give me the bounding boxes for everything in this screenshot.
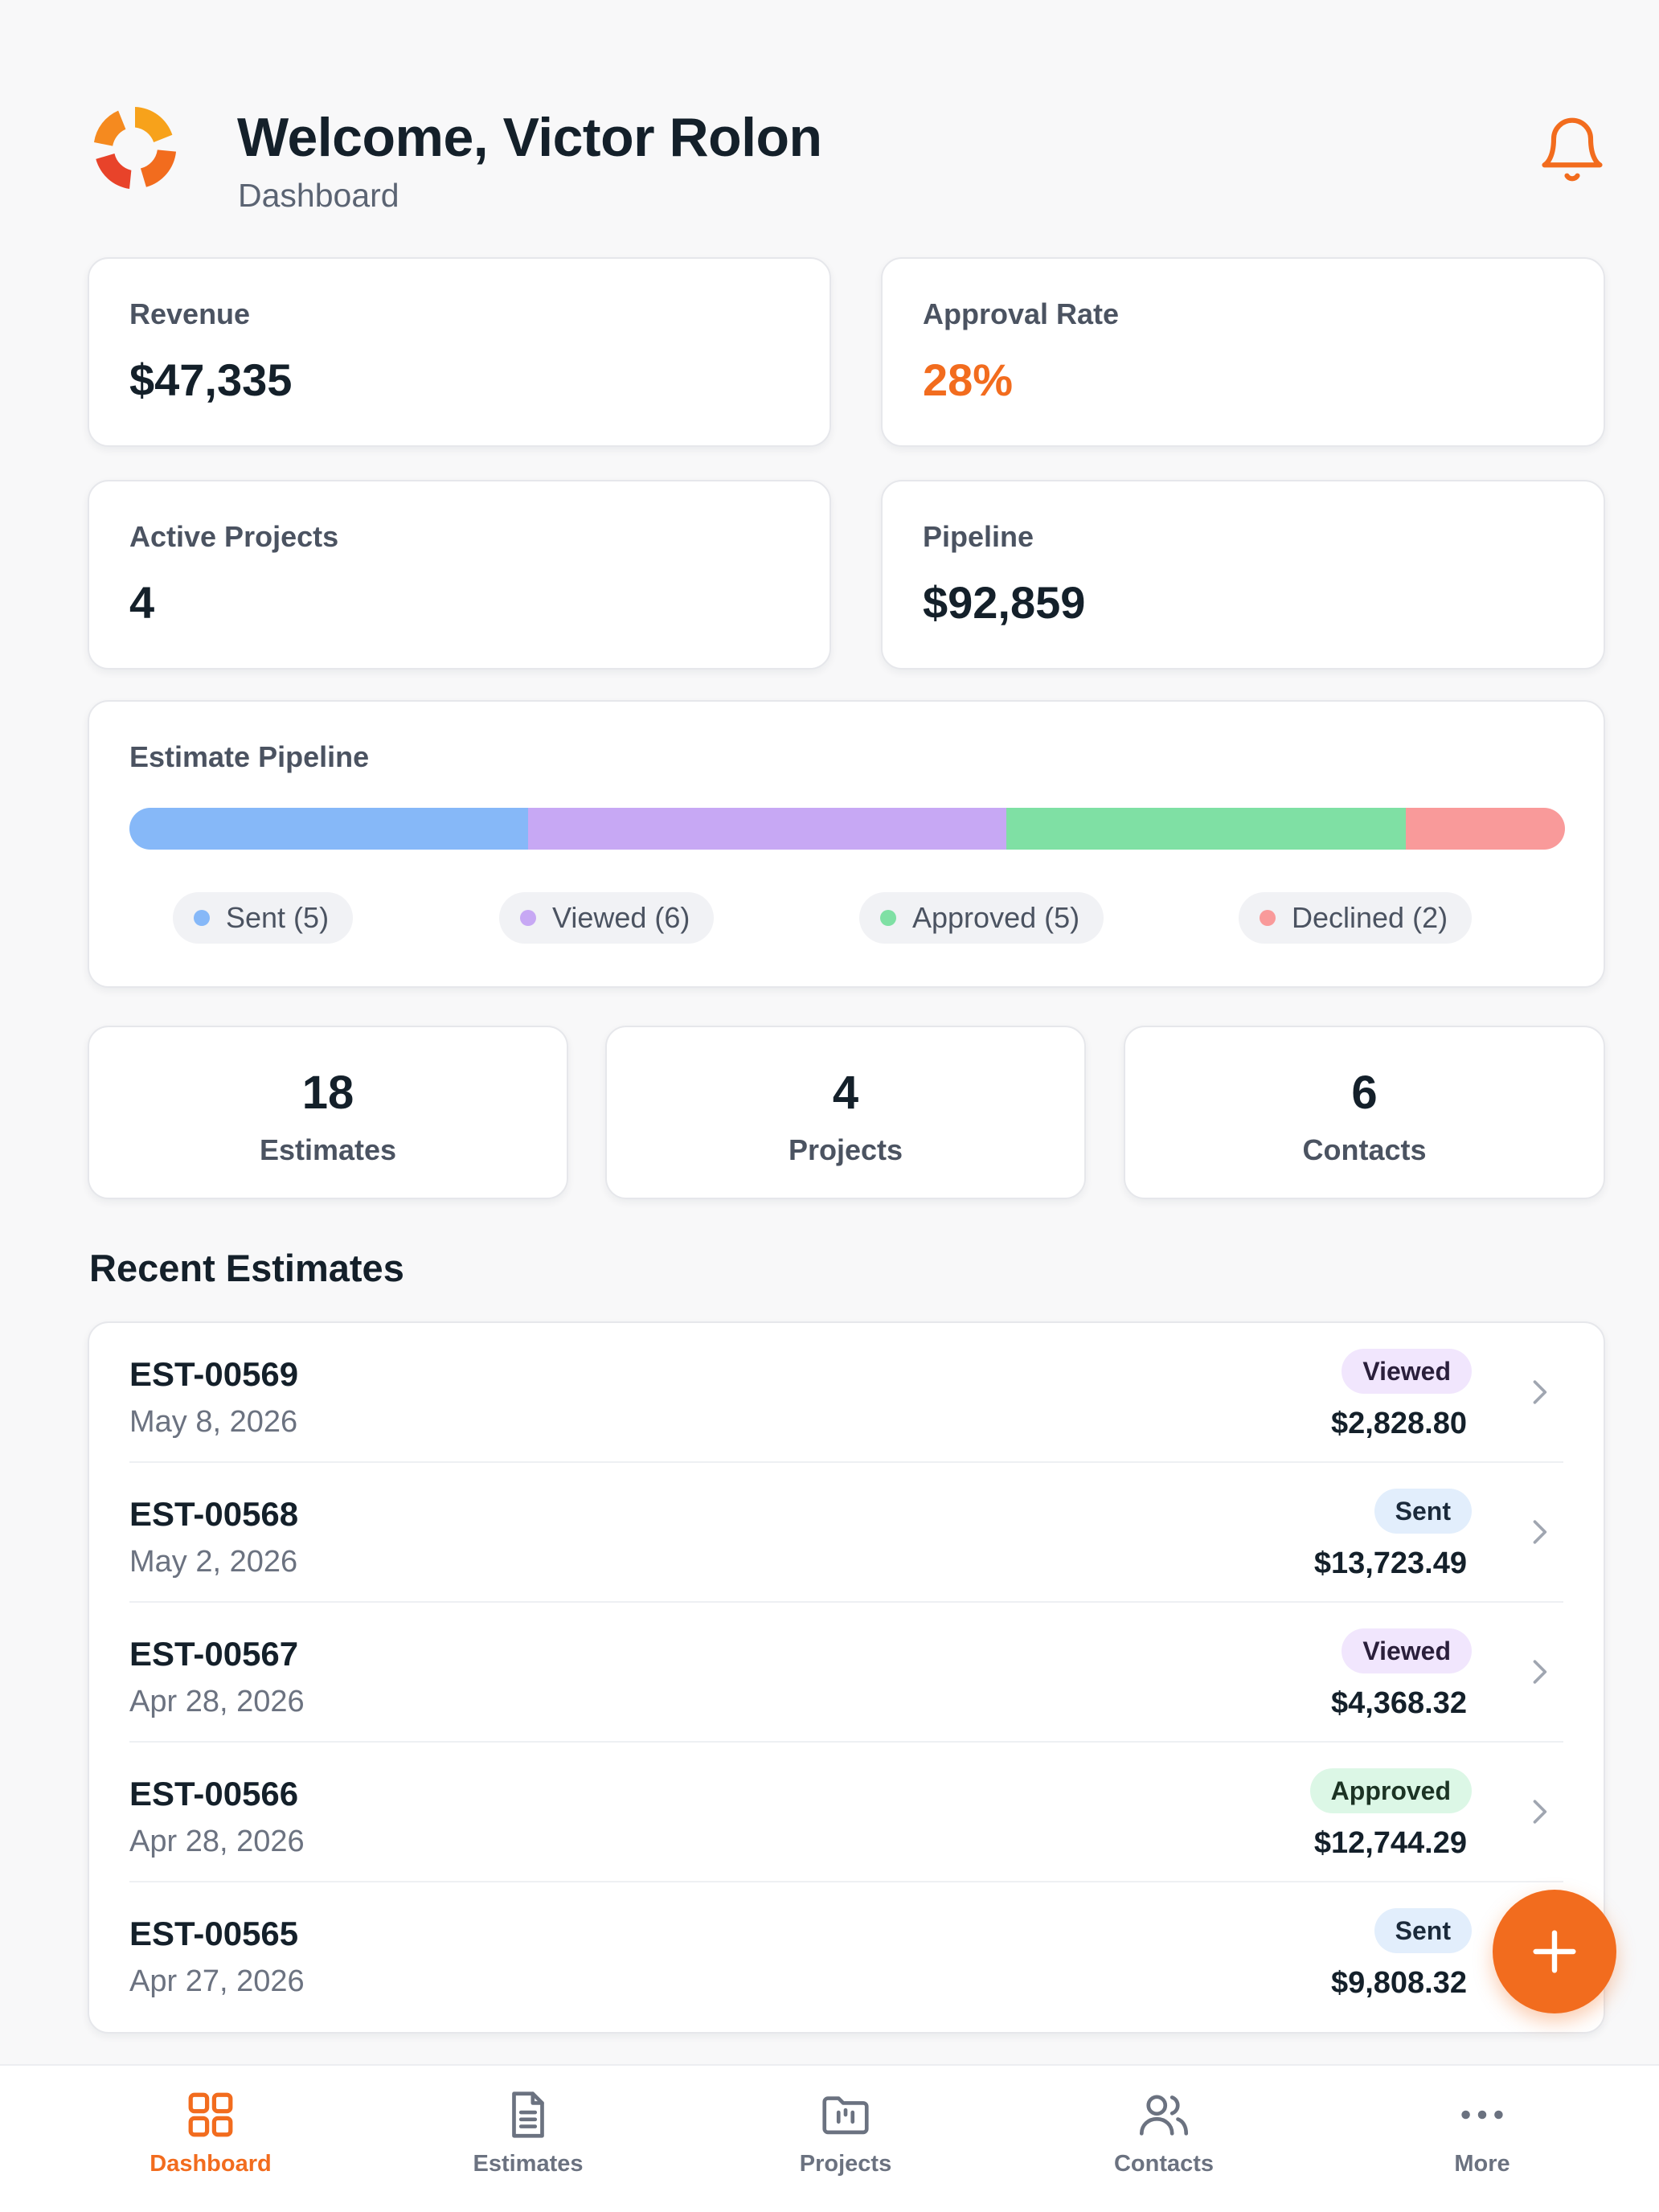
contacts-count-card[interactable]: 6 Contacts [1124, 1026, 1605, 1199]
estimate-id: EST-00569 [129, 1355, 299, 1393]
plus-icon [1533, 1930, 1576, 1973]
pipeline-card: Pipeline $92,859 [881, 480, 1605, 670]
estimate-id: EST-00566 [129, 1775, 299, 1813]
declined-dot [1260, 910, 1276, 926]
revenue-label: Revenue [129, 297, 251, 330]
chevron-right-icon [1533, 1800, 1547, 1824]
grid-icon [188, 2092, 233, 2137]
estimate-date: Apr 28, 2026 [129, 1685, 305, 1718]
estimate-amount: $9,808.32 [1330, 1966, 1467, 2000]
tab-label: Projects [799, 2151, 892, 2177]
add-button[interactable] [1493, 1890, 1616, 2013]
estimate-pipeline-title: Estimate Pipeline [129, 740, 370, 773]
status-badge: Approved [1309, 1768, 1472, 1813]
approval-rate-value: 28% [923, 354, 1014, 405]
row-divider [129, 1881, 1563, 1882]
tab-more[interactable]: More [1317, 2066, 1648, 2212]
status-badge: Viewed [1342, 1628, 1472, 1673]
brand-swirl-logo [93, 106, 177, 190]
estimate-amount: $4,368.32 [1330, 1686, 1467, 1720]
pipeline-progress-bar [129, 808, 1565, 850]
contacts-count: 6 [1351, 1067, 1378, 1119]
sent-dot [194, 910, 210, 926]
tab-projects[interactable]: Projects [680, 2066, 1011, 2212]
tab-contacts[interactable]: Contacts [998, 2066, 1329, 2212]
tab-label: Contacts [1113, 2151, 1215, 2177]
chip-label: Approved (5) [912, 901, 1080, 934]
pipeline-segment-sent [129, 808, 529, 850]
pipeline-segment-approved [1006, 808, 1406, 850]
status-badge: Sent [1374, 1489, 1472, 1534]
row-divider [129, 1461, 1563, 1463]
estimates-count-label: Estimates [259, 1133, 397, 1166]
document-icon [512, 2091, 544, 2138]
pipeline-chip-declined[interactable]: Declined (2) [1239, 892, 1473, 944]
contacts-count-label: Contacts [1302, 1133, 1427, 1166]
approved-dot [880, 910, 896, 926]
page-subtitle: Dashboard [238, 177, 399, 214]
pipeline-label: Pipeline [923, 520, 1034, 553]
estimate-amount: $13,723.49 [1313, 1546, 1467, 1580]
pipeline-segment-declined [1405, 808, 1565, 850]
pipeline-chip-approved[interactable]: Approved (5) [859, 892, 1104, 944]
estimate-amount: $2,828.80 [1330, 1407, 1467, 1440]
estimate-date: May 8, 2026 [129, 1405, 298, 1439]
welcome-title: Welcome, Victor Rolon [237, 107, 822, 168]
tab-label: Estimates [473, 2151, 584, 2177]
approval-rate-label: Approval Rate [923, 297, 1120, 330]
estimate-amount: $12,744.29 [1313, 1826, 1467, 1860]
estimates-count: 18 [301, 1067, 354, 1119]
tab-label: Dashboard [150, 2151, 272, 2177]
estimate-date: May 2, 2026 [129, 1545, 298, 1579]
more-dots-icon [1461, 2110, 1503, 2120]
estimate-date: Apr 27, 2026 [129, 1964, 305, 1998]
estimate-date: Apr 28, 2026 [129, 1825, 305, 1858]
revenue-card: Revenue $47,335 [88, 257, 831, 447]
status-badge: Viewed [1342, 1349, 1472, 1394]
chevron-right-icon [1533, 1660, 1547, 1684]
pipeline-chip-sent[interactable]: Sent (5) [173, 892, 354, 944]
bottom-tab-bar: Dashboard Estimates Projects Contacts Mo… [0, 2064, 1659, 2212]
estimate-row[interactable]: EST-00568 May 2, 2026 Sent $13,723.49 [89, 1463, 1604, 1603]
estimate-pipeline-card: Estimate Pipeline Sent (5) Viewed (6) Ap… [88, 700, 1605, 988]
folder-icon [822, 2096, 869, 2135]
estimate-row[interactable]: EST-00569 May 8, 2026 Viewed $2,828.80 [89, 1323, 1604, 1463]
projects-count-label: Projects [788, 1133, 903, 1166]
estimate-id: EST-00567 [129, 1635, 299, 1673]
chip-label: Viewed (6) [552, 901, 690, 934]
recent-estimates-list: EST-00569 May 8, 2026 Viewed $2,828.80 E… [88, 1321, 1605, 2034]
chevron-right-icon [1533, 1380, 1547, 1404]
chip-label: Sent (5) [226, 901, 330, 934]
active-projects-value: 4 [129, 577, 155, 628]
revenue-value: $47,335 [129, 354, 293, 405]
viewed-dot [520, 910, 536, 926]
approval-rate-card: Approval Rate 28% [881, 257, 1605, 447]
bell-icon[interactable] [1535, 114, 1609, 188]
header: Welcome, Victor Rolon Dashboard [0, 0, 1659, 241]
pipeline-chip-viewed[interactable]: Viewed (6) [499, 892, 715, 944]
estimate-id: EST-00565 [129, 1915, 299, 1952]
estimate-row[interactable]: EST-00565 Apr 27, 2026 Sent $9,808.32 [89, 1882, 1604, 2022]
projects-count: 4 [832, 1067, 859, 1119]
estimate-row[interactable]: EST-00567 Apr 28, 2026 Viewed $4,368.32 [89, 1603, 1604, 1743]
tab-estimates[interactable]: Estimates [363, 2066, 694, 2212]
row-divider [129, 1741, 1563, 1743]
tab-dashboard[interactable]: Dashboard [45, 2066, 376, 2212]
tab-label: More [1454, 2151, 1510, 2177]
pipeline-segment-viewed [528, 808, 1007, 850]
row-divider [129, 1601, 1563, 1603]
active-projects-label: Active Projects [129, 520, 339, 553]
estimates-count-card[interactable]: 18 Estimates [88, 1026, 568, 1199]
active-projects-card: Active Projects 4 [88, 480, 831, 670]
recent-estimates-title: Recent Estimates [89, 1247, 404, 1289]
users-icon [1139, 2095, 1189, 2136]
estimate-row[interactable]: EST-00566 Apr 28, 2026 Approved $12,744.… [89, 1743, 1604, 1882]
chevron-right-icon [1533, 1520, 1547, 1544]
projects-count-card[interactable]: 4 Projects [605, 1026, 1086, 1199]
estimate-id: EST-00568 [129, 1495, 299, 1533]
pipeline-value: $92,859 [923, 577, 1086, 628]
status-badge: Sent [1374, 1908, 1472, 1953]
chip-label: Declined (2) [1292, 901, 1448, 934]
